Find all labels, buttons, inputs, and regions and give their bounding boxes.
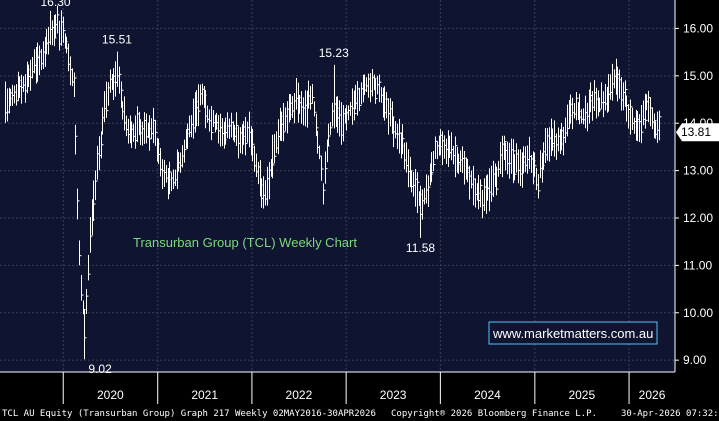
footer-copyright: Copyright® 2026 Bloomberg Finance L.P.: [391, 409, 597, 419]
footer-security-info: TCL AU Equity (Transurban Group) Graph 2…: [2, 409, 376, 419]
price-annotation: 11.58: [406, 241, 435, 255]
price-bars: [5, 5, 662, 360]
footer-timestamp: 30-Apr-2026 07:32:51: [621, 409, 719, 419]
watermark-text: www.marketmatters.com.au: [492, 326, 653, 341]
x-tick-label: 2022: [286, 388, 313, 402]
y-tick-label: 15.00: [683, 69, 713, 83]
x-tick-label: 2026: [639, 388, 666, 402]
x-axis: 2020 2021 2022 2023 2024 2025 2026: [62, 372, 666, 404]
last-price-label: 13.81: [681, 125, 711, 139]
x-tick-label: 2020: [97, 388, 124, 402]
y-tick-label: 12.00: [683, 211, 713, 225]
price-annotations: 16.30 9.02 15.51 15.23 11.58: [40, 0, 435, 376]
price-annotation: 15.51: [102, 33, 132, 47]
x-tick-label: 2024: [474, 388, 501, 402]
y-tick-label: 13.00: [683, 164, 713, 178]
watermark: www.marketmatters.com.au: [488, 321, 658, 345]
last-price-marker: 13.81: [676, 123, 719, 142]
price-annotation: 16.30: [40, 0, 70, 9]
y-tick-label: 16.00: [683, 21, 713, 35]
watermark-box: [488, 321, 658, 345]
price-annotation: 9.02: [88, 362, 112, 376]
y-tick-label: 10.00: [683, 306, 713, 320]
price-annotation: 15.23: [319, 46, 349, 60]
x-tick-label: 2025: [568, 388, 595, 402]
plot-area: [0, 0, 675, 372]
last-price-box: [676, 123, 719, 142]
y-tick-label: 9.00: [683, 353, 707, 367]
x-tick-label: 2021: [191, 388, 218, 402]
x-tick-label: 2023: [380, 388, 407, 402]
y-tick-label: 11.00: [683, 258, 712, 272]
chart-title: Transurban Group (TCL) Weekly Chart: [133, 235, 357, 250]
